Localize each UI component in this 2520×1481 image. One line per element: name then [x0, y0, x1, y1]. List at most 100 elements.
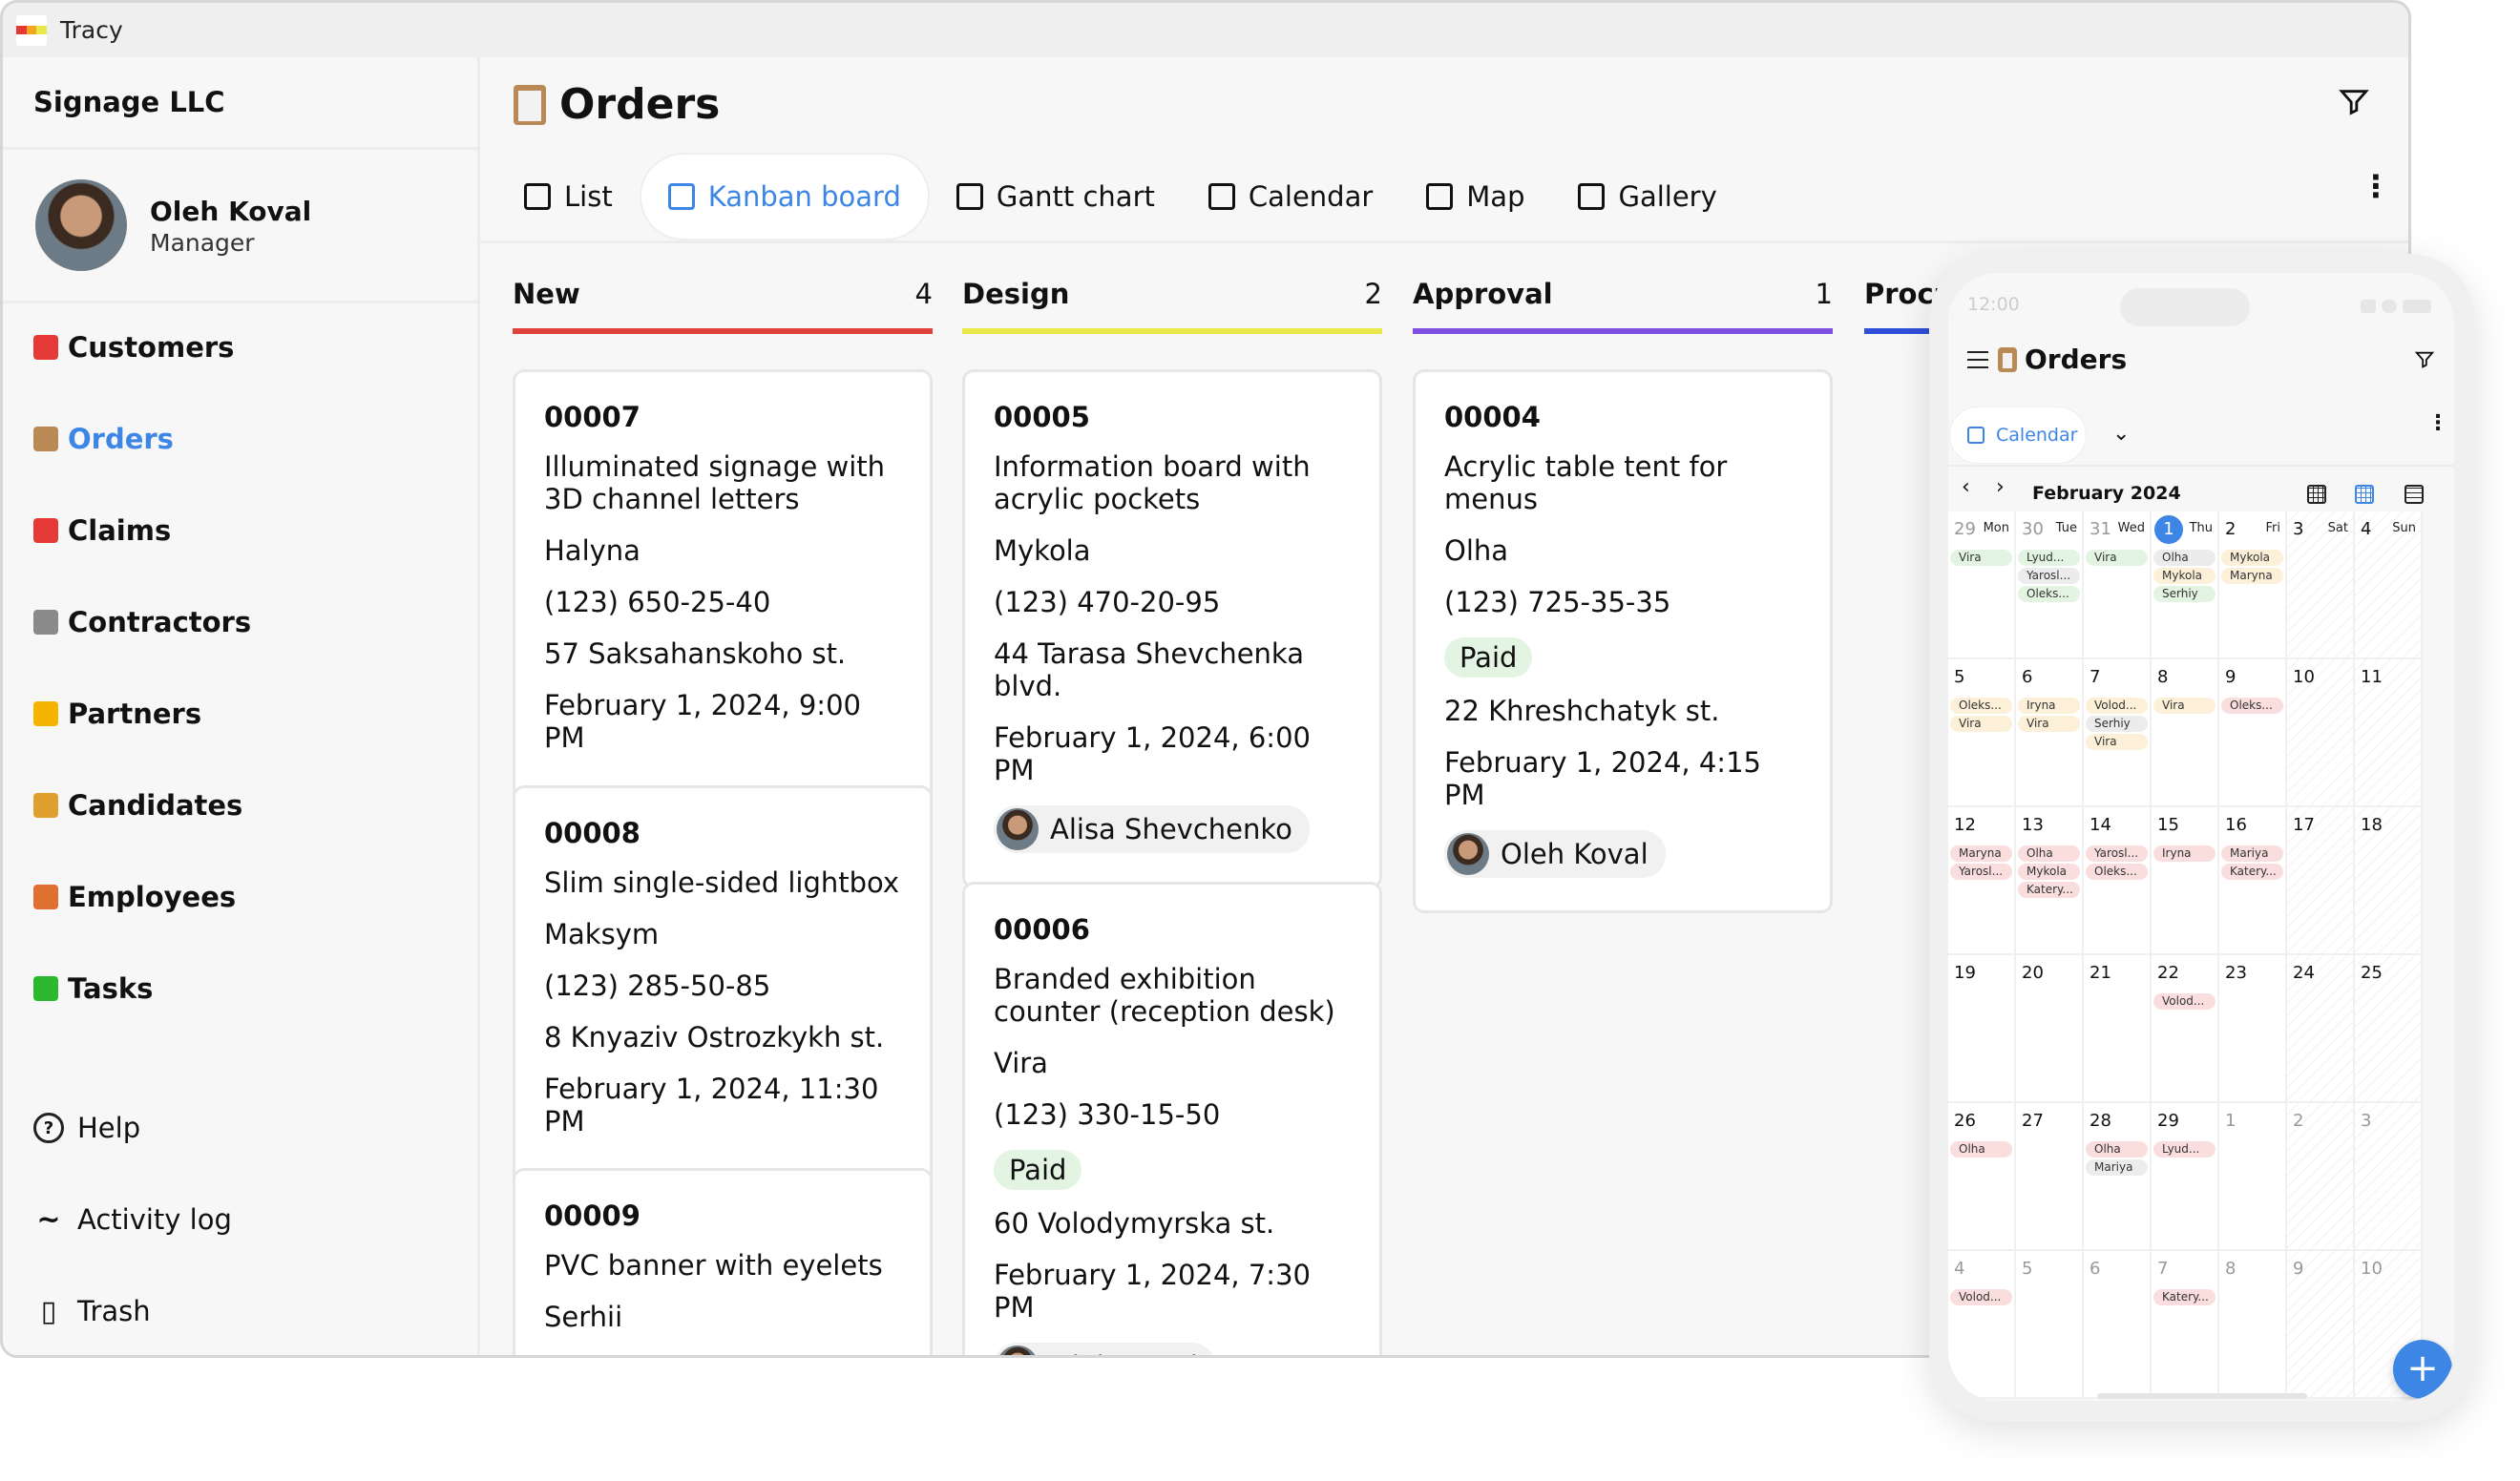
list-view-icon[interactable]: [2404, 485, 2424, 504]
order-card[interactable]: 00005 Information board with acrylic pock…: [962, 369, 1382, 888]
event-chip[interactable]: Volod...: [2153, 993, 2216, 1010]
tab-gantt-chart[interactable]: Gantt chart: [930, 153, 1182, 240]
event-chip[interactable]: Lyud...: [2153, 1141, 2216, 1158]
calendar-day[interactable]: 2 Fri Mykola Maryna: [2219, 511, 2287, 659]
event-chip[interactable]: Katery...: [2153, 1289, 2216, 1305]
event-chip[interactable]: Mykola: [2221, 550, 2283, 566]
calendar-day[interactable]: 7 Katery...: [2152, 1251, 2219, 1399]
assignee-chip[interactable]: Alisa Shevchenko: [994, 805, 1310, 853]
event-chip[interactable]: Iryna: [2153, 845, 2216, 862]
order-card[interactable]: 00006 Branded exhibition counter (recepti…: [962, 882, 1382, 1355]
calendar-day[interactable]: 24: [2287, 955, 2355, 1103]
calendar-day[interactable]: 4 Sun: [2355, 511, 2423, 659]
more-options-icon[interactable]: ⋮: [2427, 411, 2448, 435]
calendar-day[interactable]: 20: [2016, 955, 2084, 1103]
calendar-day[interactable]: 31 Wed Vira: [2084, 511, 2152, 659]
calendar-day[interactable]: 26 Olha: [1948, 1103, 2016, 1251]
order-card[interactable]: 00007 Illuminated signage with 3D channel…: [513, 369, 933, 804]
event-chip[interactable]: Vira: [2018, 716, 2080, 732]
menu-icon[interactable]: [1967, 351, 1988, 368]
calendar-day[interactable]: 29 Mon Vira: [1948, 511, 2016, 659]
event-chip[interactable]: Yarosl...: [1950, 864, 2012, 880]
add-button[interactable]: +: [2393, 1340, 2452, 1399]
assignee-chip[interactable]: Oleh Koval: [994, 1343, 1215, 1355]
calendar-day[interactable]: 9: [2287, 1251, 2355, 1399]
event-chip[interactable]: Mariya: [2221, 845, 2283, 862]
event-chip[interactable]: Iryna: [2018, 698, 2080, 714]
order-card[interactable]: 00008 Slim single-sided lightbox Maksym (12…: [513, 785, 933, 1188]
event-chip[interactable]: Olha: [1950, 1141, 2012, 1158]
event-chip[interactable]: Oleks...: [1950, 698, 2012, 714]
tab-kanban-board[interactable]: Kanban board: [639, 153, 930, 240]
month-view-icon[interactable]: [2307, 485, 2326, 504]
calendar-day[interactable]: 5 Oleks... Vira: [1948, 659, 2016, 807]
event-chip[interactable]: Maryna: [2221, 568, 2283, 584]
event-chip[interactable]: Vira: [1950, 550, 2012, 566]
calendar-day[interactable]: 27: [2016, 1103, 2084, 1251]
filter-icon[interactable]: [2338, 86, 2370, 118]
avatar[interactable]: [35, 179, 127, 271]
calendar-day[interactable]: 21: [2084, 955, 2152, 1103]
tab-list[interactable]: List: [497, 153, 640, 240]
sidebar-item-partners[interactable]: Partners: [33, 693, 201, 735]
event-chip[interactable]: Olha: [2153, 550, 2216, 566]
event-chip[interactable]: Serhiy: [2086, 716, 2148, 732]
calendar-day[interactable]: 3 Sat: [2287, 511, 2355, 659]
calendar-day[interactable]: 5: [2016, 1251, 2084, 1399]
calendar-day[interactable]: 13 Olha Mykola Katery...: [2016, 807, 2084, 955]
assignee-chip[interactable]: Oleh Koval: [1444, 830, 1666, 878]
event-chip[interactable]: Mykola: [2018, 864, 2080, 880]
event-chip[interactable]: Mariya: [2086, 1159, 2148, 1176]
calendar-day[interactable]: 30 Tue Lyud... Yarosl... Oleks...: [2016, 511, 2084, 659]
calendar-day[interactable]: 29 Lyud...: [2152, 1103, 2219, 1251]
calendar-day[interactable]: 3: [2355, 1103, 2423, 1251]
calendar-day[interactable]: 1: [2219, 1103, 2287, 1251]
sidebar-item-trash[interactable]: ▯ Trash: [33, 1290, 151, 1332]
event-chip[interactable]: Katery...: [2221, 864, 2283, 880]
more-options-icon[interactable]: ⋮: [2361, 168, 2391, 204]
event-chip[interactable]: Oleks...: [2018, 586, 2080, 602]
event-chip[interactable]: Katery...: [2018, 882, 2080, 898]
event-chip[interactable]: Olha: [2086, 1141, 2148, 1158]
event-chip[interactable]: Volod...: [1950, 1289, 2012, 1305]
event-chip[interactable]: Olha: [2018, 845, 2080, 862]
calendar-day[interactable]: 18: [2355, 807, 2423, 955]
calendar-day[interactable]: 9 Oleks...: [2219, 659, 2287, 807]
calendar-day[interactable]: 7 Volod... Serhiy Vira: [2084, 659, 2152, 807]
calendar-day[interactable]: 6: [2084, 1251, 2152, 1399]
order-card[interactable]: 00009 PVC banner with eyelets Serhii: [513, 1168, 933, 1355]
calendar-day[interactable]: 8 Vira: [2152, 659, 2219, 807]
view-selector[interactable]: Calendar: [1949, 407, 2087, 464]
event-chip[interactable]: Vira: [2086, 550, 2148, 566]
chevron-down-icon[interactable]: ⌄: [2112, 422, 2131, 446]
calendar-day[interactable]: 12 Maryna Yarosl...: [1948, 807, 2016, 955]
calendar-day[interactable]: 25: [2355, 955, 2423, 1103]
event-chip[interactable]: Serhiy: [2153, 586, 2216, 602]
calendar-day[interactable]: 28 Olha Mariya: [2084, 1103, 2152, 1251]
event-chip[interactable]: Oleks...: [2086, 864, 2148, 880]
event-chip[interactable]: Maryna: [1950, 845, 2012, 862]
event-chip[interactable]: Volod...: [2086, 698, 2148, 714]
tab-calendar[interactable]: Calendar: [1182, 153, 1399, 240]
event-chip[interactable]: Vira: [2086, 734, 2148, 750]
sidebar-item-tasks[interactable]: Tasks: [33, 968, 153, 1010]
calendar-day[interactable]: 10: [2287, 659, 2355, 807]
calendar-day[interactable]: 17: [2287, 807, 2355, 955]
sidebar-item-orders[interactable]: Orders: [33, 418, 174, 460]
event-chip[interactable]: Oleks...: [2221, 698, 2283, 714]
calendar-day[interactable]: 16 Mariya Katery...: [2219, 807, 2287, 955]
calendar-day[interactable]: 19: [1948, 955, 2016, 1103]
sidebar-item-claims[interactable]: Claims: [33, 510, 171, 552]
sidebar-item-employees[interactable]: Employees: [33, 876, 236, 918]
event-chip[interactable]: Mykola: [2153, 568, 2216, 584]
event-chip[interactable]: Vira: [1950, 716, 2012, 732]
sidebar-item-candidates[interactable]: Candidates: [33, 784, 242, 826]
sidebar-item-customers[interactable]: Customers: [33, 326, 234, 368]
next-month-icon[interactable]: ›: [1996, 475, 2005, 499]
calendar-day[interactable]: 15 Iryna: [2152, 807, 2219, 955]
sidebar-item-activity-log[interactable]: ~ Activity log: [33, 1199, 231, 1241]
week-grid-view-icon[interactable]: [2355, 485, 2374, 504]
order-card[interactable]: 00004 Acrylic table tent for menus Olha (12…: [1413, 369, 1833, 913]
event-chip[interactable]: Yarosl...: [2086, 845, 2148, 862]
event-chip[interactable]: Vira: [2153, 698, 2216, 714]
